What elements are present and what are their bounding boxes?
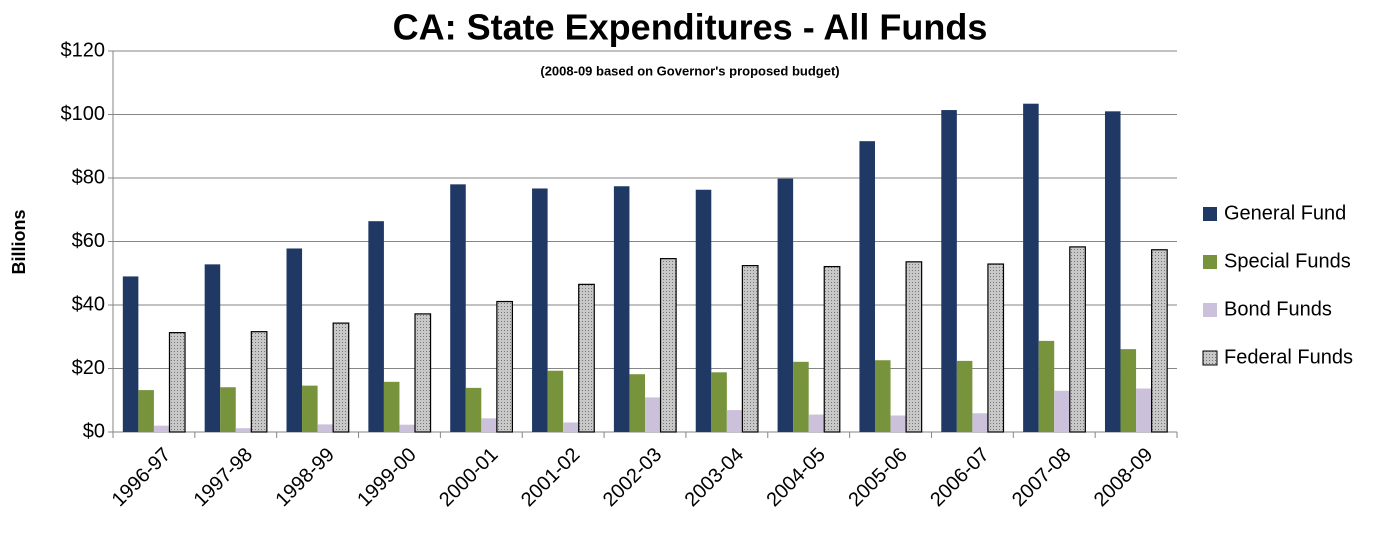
x-tick-label: 1999-00: [353, 444, 420, 511]
bar: [332, 322, 350, 433]
x-tick-label: 2007-08: [1008, 444, 1075, 511]
bar: [645, 397, 661, 432]
x-tick-label: 2000-01: [435, 444, 502, 511]
y-tick-label: $60: [72, 230, 105, 252]
x-tick-label: 2004-05: [762, 444, 829, 511]
bar: [563, 422, 579, 432]
bar: [250, 331, 268, 433]
bar: [890, 415, 907, 432]
bar: [204, 264, 221, 432]
x-tick-label: 1997-98: [190, 444, 257, 511]
bar: [659, 258, 677, 433]
bar: [368, 221, 384, 432]
x-tick-label: 2008-09: [1090, 444, 1157, 511]
bar: [1136, 388, 1152, 432]
x-tick-label: 1998-99: [271, 444, 338, 511]
y-tick-label: $80: [72, 166, 105, 188]
bar: [547, 370, 564, 432]
bar: [317, 424, 334, 432]
bar: [726, 410, 743, 432]
bar: [1069, 246, 1086, 433]
bar: [987, 263, 1005, 433]
bar: [414, 313, 432, 433]
bar: [481, 418, 497, 432]
bar: [1054, 390, 1070, 432]
legend-swatch: [1203, 303, 1217, 317]
x-tick-label: 2005-06: [844, 444, 911, 511]
bar: [383, 381, 400, 432]
bar: [711, 372, 727, 432]
legend-swatch: [1203, 255, 1217, 269]
x-tick-label: 2002-03: [599, 444, 666, 511]
bar: [1120, 349, 1137, 432]
legend-label: Special Funds: [1224, 250, 1351, 272]
x-tick-label: 2001-02: [517, 444, 584, 511]
bar: [823, 265, 841, 433]
y-tick-label: $40: [72, 293, 105, 315]
legend-label: Federal Funds: [1224, 346, 1353, 368]
bar: [153, 425, 170, 432]
bar: [695, 189, 712, 432]
bar: [1151, 249, 1168, 433]
bar: [629, 374, 645, 432]
bar: [532, 188, 548, 432]
bar: [859, 141, 875, 433]
y-tick-label: $0: [83, 420, 105, 442]
bar: [496, 300, 514, 433]
x-tick-label: 1996-97: [108, 444, 175, 511]
bar: [1038, 340, 1055, 432]
bar: [1023, 103, 1039, 432]
bar: [399, 424, 416, 432]
y-tick-label: $20: [72, 357, 105, 379]
bar: [122, 276, 139, 432]
bar: [777, 178, 794, 432]
bar: [168, 332, 186, 433]
bar: [286, 248, 303, 432]
x-tick-label: 2003-04: [681, 444, 748, 511]
bar: [578, 283, 595, 433]
bar: [941, 110, 957, 433]
bar: [613, 186, 630, 432]
y-tick-label: $120: [61, 39, 106, 61]
bar: [450, 184, 466, 432]
bar: [972, 413, 988, 432]
y-axis-label: Billions: [9, 209, 29, 274]
bar: [793, 361, 809, 432]
bar: [465, 387, 482, 432]
bar: [1104, 111, 1121, 432]
legend-label: Bond Funds: [1224, 298, 1332, 320]
bar: [220, 387, 236, 432]
bar: [138, 390, 154, 432]
bar: [235, 428, 252, 432]
bar: [808, 414, 825, 432]
bar: [741, 265, 759, 433]
chart-subtitle: (2008-09 based on Governor's proposed bu…: [540, 63, 839, 78]
y-tick-label: $100: [61, 103, 106, 125]
chart-title: CA: State Expenditures - All Funds: [393, 7, 988, 48]
legend-swatch: [1202, 350, 1218, 366]
bar: [874, 360, 891, 432]
bar: [905, 261, 923, 433]
legend-swatch: [1203, 207, 1217, 221]
legend-label: General Fund: [1224, 202, 1346, 224]
bar: [302, 385, 318, 432]
bar: [956, 360, 973, 432]
x-tick-label: 2006-07: [926, 444, 993, 511]
